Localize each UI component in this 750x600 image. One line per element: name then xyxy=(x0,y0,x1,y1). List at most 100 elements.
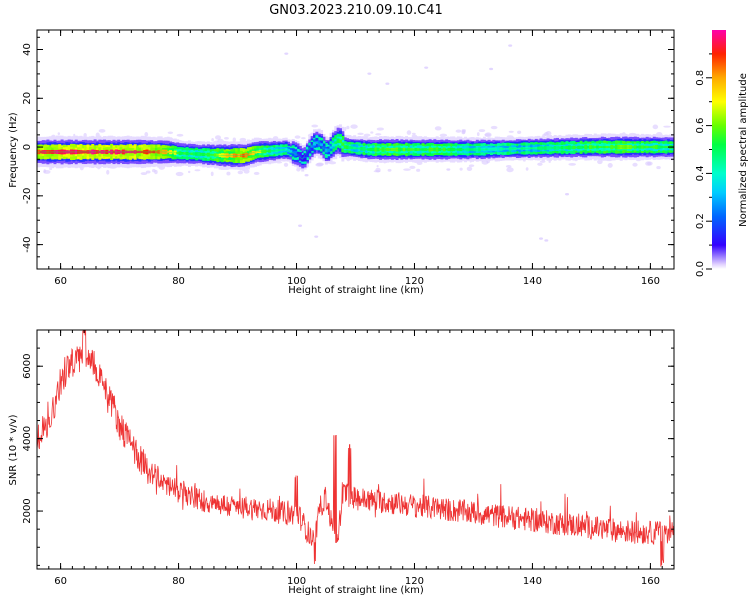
spectral-speckle xyxy=(370,131,374,134)
spectral-cell xyxy=(296,153,300,156)
spectral-speckle xyxy=(187,170,191,174)
spectral-cell xyxy=(289,150,293,153)
spectral-speckle xyxy=(43,169,51,174)
spectral-speckle xyxy=(462,130,466,134)
spectral-speckle xyxy=(224,136,229,140)
spectral-cell xyxy=(320,143,324,146)
spectral-speckle xyxy=(525,167,529,171)
x-tick-label: 80 xyxy=(172,576,185,587)
spectral-speckle xyxy=(411,132,416,135)
spectral-speckle xyxy=(478,129,486,133)
spectral-speckle xyxy=(416,168,421,172)
spectral-cell xyxy=(327,148,331,152)
spectral-speckle xyxy=(176,133,184,137)
spectral-speckle xyxy=(459,167,463,171)
spectral-speckle xyxy=(424,66,429,69)
spectral-speckle xyxy=(210,171,214,177)
spectral-cell xyxy=(303,156,307,158)
spectral-cell xyxy=(341,142,345,146)
spectral-speckle xyxy=(484,132,492,138)
spectral-speckle xyxy=(544,239,549,242)
spectral-cell xyxy=(291,151,295,154)
spectral-speckle xyxy=(145,170,151,174)
spectral-cell xyxy=(331,142,335,147)
spectral-cell xyxy=(246,153,250,156)
spectral-ridge xyxy=(37,139,674,160)
colorbar-tick-label: 0.4 xyxy=(695,165,706,181)
spectral-speckle xyxy=(539,160,546,163)
y-tick-label: -40 xyxy=(22,236,33,252)
spectral-speckle xyxy=(656,166,661,170)
x-tick-label: 100 xyxy=(287,276,306,287)
spectral-speckle xyxy=(385,82,390,85)
snr-y-ticks: 2000 4000 6000 xyxy=(22,329,674,566)
spectral-speckle xyxy=(387,168,392,172)
spectral-cell xyxy=(322,146,326,149)
spectral-speckle xyxy=(439,133,448,137)
x-tick-label: 160 xyxy=(641,276,660,287)
spectrogram-y-ticks: -40 -20 0 20 40 xyxy=(22,36,674,270)
spectral-speckle xyxy=(346,125,350,130)
spectral-cell xyxy=(244,152,248,158)
spectral-speckle xyxy=(237,170,244,175)
spectral-cell xyxy=(324,148,328,153)
spectral-speckle xyxy=(508,130,514,133)
spectrogram-panel: 60 80 100 120 140 160 -40 -20 0 20 40 Height of s… xyxy=(8,29,675,296)
spectral-speckle xyxy=(367,72,372,75)
spectral-speckle xyxy=(215,135,222,140)
y-tick-label: 2000 xyxy=(22,498,33,523)
spectral-speckle xyxy=(167,131,174,135)
snr-series-line xyxy=(37,330,674,567)
spectral-speckle xyxy=(539,237,544,240)
spectral-speckle xyxy=(537,162,543,166)
spectral-speckle xyxy=(489,67,494,71)
snr-x-label: Height of straight line (km) xyxy=(288,585,424,596)
spectral-speckle xyxy=(409,165,416,170)
x-tick-label: 120 xyxy=(405,576,424,587)
spectral-cell xyxy=(334,141,338,144)
spectral-cell xyxy=(313,141,316,146)
y-tick-label: -20 xyxy=(22,188,33,204)
spectral-cell xyxy=(317,142,321,146)
spectral-speckle xyxy=(466,166,473,171)
spectral-cell xyxy=(249,152,253,155)
spectral-speckle xyxy=(645,161,652,166)
spectral-speckle xyxy=(373,170,381,173)
y-tick-label: 4000 xyxy=(22,426,33,451)
spectral-cell xyxy=(294,150,298,156)
x-tick-label: 140 xyxy=(523,276,542,287)
colorbar-ticks: 0.0 0.2 0.4 0.6 0.8 xyxy=(695,53,712,277)
figure-title: GN03.2023.210.09.10.C41 xyxy=(269,3,443,18)
snr-y-label: SNR (10 * v/v) xyxy=(8,414,19,485)
spectral-speckle xyxy=(98,128,106,133)
spectral-cell xyxy=(251,150,255,156)
spectral-cell xyxy=(284,148,288,151)
spectral-cell xyxy=(315,141,319,145)
spectral-speckle xyxy=(607,163,613,168)
spectral-speckle xyxy=(357,132,364,136)
spectral-speckle xyxy=(294,135,301,139)
spectral-speckle xyxy=(106,169,110,175)
x-tick-label: 160 xyxy=(641,576,660,587)
colorbar-gradient xyxy=(712,30,726,269)
spectral-speckle xyxy=(284,52,289,55)
spectrogram-y-label: Frequency (Hz) xyxy=(8,112,19,188)
spectral-speckle xyxy=(314,235,319,238)
spectral-speckle xyxy=(508,44,513,47)
spectral-speckle xyxy=(350,124,358,129)
spectral-speckle xyxy=(476,132,480,137)
spectral-speckle xyxy=(376,127,385,131)
spectral-speckle xyxy=(175,171,184,177)
spectral-speckle xyxy=(455,129,462,133)
spectral-speckle xyxy=(517,130,522,135)
x-tick-label: 140 xyxy=(523,576,542,587)
spectral-speckle xyxy=(57,132,61,136)
spectral-speckle xyxy=(344,126,347,132)
spectral-speckle xyxy=(253,171,260,176)
spectral-speckle xyxy=(568,163,576,166)
spectral-speckle xyxy=(505,164,512,168)
spectral-speckle xyxy=(363,133,371,137)
snr-x-ticks: 60 80 100 120 140 160 xyxy=(36,330,675,587)
spectral-speckle xyxy=(226,171,231,176)
spectral-speckle xyxy=(545,131,552,136)
